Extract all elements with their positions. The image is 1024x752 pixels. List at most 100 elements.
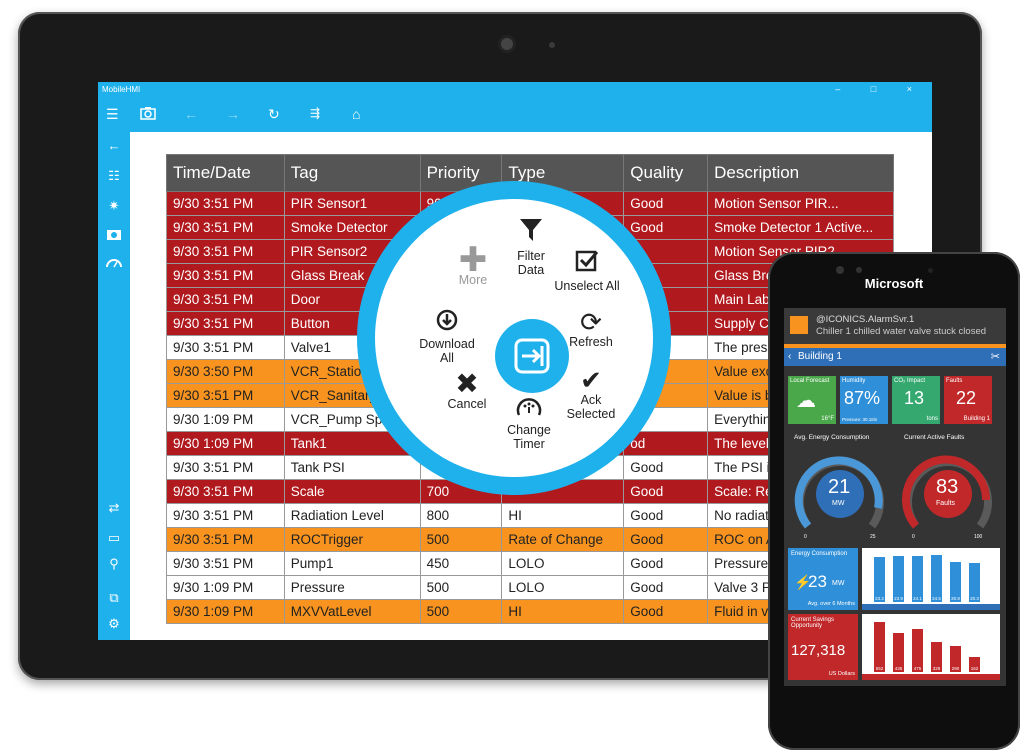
notification-sender: @ICONICS.AlarmSvr.1 — [816, 314, 915, 325]
gauge-min: 0 — [912, 534, 915, 540]
phone-screen: @ICONICS.AlarmSvr.1 Chiller 1 chilled wa… — [784, 308, 1006, 686]
table-cell: MXVVatLevel — [283, 599, 421, 624]
tablet-camera — [501, 38, 513, 50]
plus-icon: ✚ — [458, 241, 488, 279]
sidebar: ← ☷ ✷ ⇄ ▭ ⚲ ⧉ ⚙ — [98, 132, 130, 640]
download-all-button[interactable]: Download All — [407, 309, 487, 365]
table-cell: Pressure — [283, 575, 421, 600]
filter-label-line2: Data — [517, 263, 545, 277]
hamburger-icon[interactable]: ☰ — [106, 106, 119, 122]
table-cell: LOLO — [501, 575, 625, 600]
home-icon[interactable]: ⌂ — [352, 106, 361, 122]
tile-value: 22 — [956, 388, 977, 408]
energy-card[interactable]: Energy Consumption ⚡ 23 MW Avg. over 6 M… — [788, 548, 858, 610]
sync-icon[interactable]: ⇄ — [108, 500, 120, 515]
table-cell: 9/30 1:09 PM — [166, 575, 285, 600]
savings-card[interactable]: Current Savings Opportunity 127,318 US D… — [788, 614, 858, 680]
unselect-all-button[interactable]: Unselect All — [547, 249, 627, 293]
column-header[interactable]: Description — [707, 154, 894, 192]
co2-tile[interactable]: CO₂ Impact 13 tons — [892, 376, 940, 424]
filter-list-icon[interactable]: ⇶ — [310, 106, 321, 120]
table-row[interactable]: 9/30 1:09 PM MXVVatLevel 500 HI Good Fluid in… — [166, 599, 894, 624]
gauge-value: 83 — [936, 476, 959, 498]
table-cell: Good — [623, 455, 709, 480]
list-icon[interactable]: ☷ — [108, 168, 120, 183]
filter-data-button[interactable]: Filter Data — [491, 217, 571, 277]
devices-icon[interactable]: ⧉ — [109, 590, 119, 605]
bar-value-label: 328 — [932, 666, 941, 671]
tile-value: 13 — [904, 388, 925, 408]
table-cell: 500 — [419, 575, 503, 600]
faults-gauge-title: Current Active Faults — [904, 434, 965, 441]
column-header[interactable]: Time/Date — [166, 154, 285, 192]
more-label: More — [458, 273, 488, 287]
gauge-max: 100 — [974, 534, 983, 540]
back-chevron-icon[interactable]: ‹ — [788, 351, 792, 362]
change-timer-button[interactable]: Change Timer — [489, 395, 569, 451]
radial-menu-center-button[interactable] — [495, 319, 569, 393]
table-cell: 9/30 1:09 PM — [166, 407, 285, 432]
tile-sub: Building 1 — [963, 416, 990, 422]
toolbar: ☰ ← → ↻ ⇶ ⌂ — [98, 98, 932, 132]
tablet-sensor — [549, 42, 555, 48]
table-cell: Good — [623, 551, 709, 576]
camera-icon[interactable] — [140, 106, 156, 123]
forward-arrow-icon[interactable]: → — [226, 106, 240, 122]
refresh-icon[interactable]: ↻ — [268, 106, 280, 122]
card-sub: Avg. over 6 Months — [807, 601, 855, 607]
chart-bar — [893, 556, 904, 602]
refresh-button[interactable]: ⟳ Refresh — [551, 309, 631, 349]
sun-icon[interactable]: ✷ — [108, 198, 120, 213]
forecast-tile[interactable]: Local Forecast ☁ 16°F — [788, 376, 836, 424]
table-cell: 9/30 1:09 PM — [166, 431, 285, 456]
camera-icon[interactable] — [106, 228, 122, 243]
table-cell: Tank PSI — [283, 455, 421, 480]
savings-bar-chart: 552 435 475 328 290 162 — [862, 614, 1000, 680]
notification[interactable]: @ICONICS.AlarmSvr.1 Chiller 1 chilled wa… — [784, 308, 1006, 348]
close-button[interactable]: × — [906, 84, 926, 94]
minimize-button[interactable]: – — [835, 84, 855, 94]
column-header[interactable]: Tag — [283, 154, 421, 192]
energy-bars: 23.2 23.9 24.1 24.5 20.8 20.3 — [874, 552, 994, 602]
ack-label-line1: Ack — [580, 393, 602, 407]
building-title[interactable]: Building 1 — [798, 351, 842, 362]
checkmark-icon: ✔ — [580, 365, 602, 395]
alarm-icon — [790, 316, 808, 334]
bar-value-label: 24.1 — [913, 596, 922, 601]
faults-tile[interactable]: Faults 22 Building 1 — [944, 376, 992, 424]
bar-value-label: 290 — [951, 666, 960, 671]
ack-selected-button[interactable]: ✔ Ack Selected — [551, 367, 631, 421]
tile-sub: 16°F — [821, 416, 834, 422]
back-arrow-icon[interactable]: ← — [184, 106, 198, 122]
radial-menu: ✚ More Filter Data Unselect All ⟳ Refres… — [357, 181, 671, 495]
table-cell: HI — [501, 599, 625, 624]
table-header: Time/Date Tag Priority Type Quality Desc… — [166, 154, 894, 192]
energy-bar-chart: 23.2 23.9 24.1 24.5 20.8 20.3 — [862, 548, 1000, 610]
tools-icon[interactable]: ✂ — [990, 351, 1000, 363]
table-cell: PIR Sensor1 — [283, 191, 421, 216]
column-header[interactable]: Quality — [623, 154, 709, 192]
card-title: Current Savings Opportunity — [791, 617, 835, 629]
energy-gauge: 21 MW 0 25 — [794, 448, 886, 540]
table-cell: Good — [623, 599, 709, 624]
close-icon: ✖ — [455, 368, 479, 399]
cancel-button[interactable]: ✖ Cancel — [427, 368, 507, 412]
tile-sub: tons — [926, 416, 938, 422]
humidity-tile[interactable]: Humidity 87% Pressure: 30.18in — [840, 376, 888, 424]
wrench-icon[interactable]: ⚲ — [109, 556, 119, 571]
back-icon[interactable]: ← — [107, 138, 121, 153]
chart-bar — [950, 646, 961, 672]
gauge-unit: Faults — [936, 500, 956, 507]
maximize-button[interactable]: □ — [870, 84, 891, 94]
gauge-icon[interactable] — [106, 256, 122, 271]
tile-sub: Pressure: 30.18in — [842, 417, 878, 422]
card-title: Energy Consumption — [791, 551, 848, 557]
gauge-unit: MW — [832, 500, 845, 507]
chart-bar — [912, 629, 923, 672]
monitor-icon[interactable]: ▭ — [107, 530, 121, 545]
table-cell: 800 — [419, 503, 503, 528]
more-button[interactable]: ✚ More — [433, 241, 513, 287]
table-cell: Motion Sensor PIR... — [707, 191, 894, 216]
table-cell: 9/30 3:51 PM — [166, 311, 285, 336]
gear-icon[interactable]: ⚙ — [108, 616, 120, 631]
